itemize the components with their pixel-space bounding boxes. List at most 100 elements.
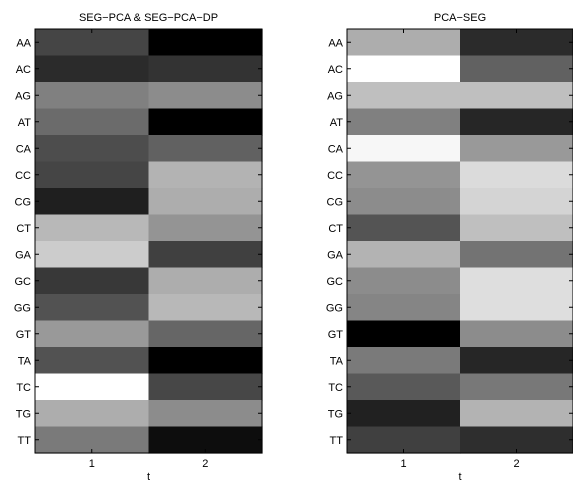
heatmap-cell — [148, 347, 263, 375]
y-tick-label: AA — [16, 37, 31, 49]
y-tick-label: GA — [327, 249, 344, 261]
heatmap-cell — [347, 347, 461, 375]
heatmap-cell — [148, 241, 263, 269]
y-tick-label: GC — [327, 276, 344, 288]
y-tick-label: TA — [18, 355, 32, 367]
y-tick-label: CA — [16, 143, 32, 155]
heatmap-cell — [35, 294, 150, 322]
y-tick-label: AC — [328, 64, 343, 76]
y-tick-label: TG — [16, 408, 31, 420]
heatmap-cell — [460, 214, 573, 242]
plot-frame — [346, 28, 573, 454]
heatmap-cell — [35, 320, 150, 348]
heatmap-cell — [35, 347, 150, 375]
y-tick-label: CA — [328, 143, 344, 155]
y-tick-label: GT — [328, 329, 344, 341]
y-tick-label: CC — [15, 170, 31, 182]
heatmap-cell — [347, 267, 461, 295]
heatmap-cell — [148, 135, 263, 163]
heatmap-cell — [148, 55, 263, 83]
y-tick-label: GG — [14, 302, 31, 314]
heatmap-cell — [148, 267, 263, 295]
heatmap-cell — [460, 161, 573, 189]
heatmap-cell — [148, 320, 263, 348]
y-tick-label: AA — [328, 37, 343, 49]
heatmap-cell — [460, 82, 573, 110]
y-tick-label: GT — [16, 329, 32, 341]
heatmap-cell — [347, 241, 461, 269]
x-tick-label: 1 — [400, 458, 406, 470]
y-tick-label: AG — [327, 90, 343, 102]
heatmap-cell — [347, 320, 461, 348]
heatmap-cell — [460, 294, 573, 322]
heatmap-cell — [148, 373, 263, 401]
y-tick-label: AT — [18, 117, 32, 129]
heatmap-panel-right: AA AC AG AT CA CC CG CT GA GC GG GT TA TC TG TT 1 2 PCA−SE… — [326, 12, 573, 483]
heatmap-cell — [35, 135, 150, 163]
heatmap-cell — [347, 214, 461, 242]
y-tick-label: CT — [328, 223, 343, 235]
heatmap-cell — [148, 161, 263, 189]
heatmap-cell — [460, 320, 573, 348]
y-tick-label: GA — [15, 249, 32, 261]
y-tick-label: TT — [330, 435, 344, 447]
heatmap-cell — [460, 373, 573, 401]
heatmap-cell — [35, 241, 150, 269]
heatmap-cell — [35, 161, 150, 189]
heatmap-cell — [460, 188, 573, 216]
heatmap-cell — [460, 400, 573, 428]
heatmap-cell — [347, 82, 461, 110]
heatmap-cell — [347, 161, 461, 189]
heatmap-cell — [347, 400, 461, 428]
plot-frame — [34, 28, 263, 454]
heatmap-cell — [35, 214, 150, 242]
x-tick-label: 2 — [202, 458, 208, 470]
y-tick-label: GG — [326, 302, 343, 314]
x-tick-label: 1 — [89, 458, 95, 470]
heatmap-cell — [35, 29, 150, 57]
heatmap-cell — [148, 214, 263, 242]
heatmap-cell — [460, 135, 573, 163]
heatmap-cell — [35, 188, 150, 216]
heatmap-cell — [35, 267, 150, 295]
y-tick-label: CC — [327, 170, 343, 182]
heatmap-cell — [460, 29, 573, 57]
heatmap-cell — [347, 135, 461, 163]
y-tick-label: TC — [328, 382, 343, 394]
heatmap-cell — [148, 108, 263, 136]
heatmap-cell — [460, 347, 573, 375]
heatmap-cell — [347, 55, 461, 83]
x-axis-label: t — [147, 471, 150, 483]
heatmap-panel-left: AA AC AG AT CA CC CG CT GA GC GG GT TA TC TG TT 1 2 SEG−PC… — [14, 12, 263, 483]
heatmap-cell — [460, 55, 573, 83]
heatmap-cell — [347, 108, 461, 136]
heatmap-cell — [35, 82, 150, 110]
heatmap-cell — [148, 82, 263, 110]
y-tick-label: TC — [16, 382, 31, 394]
x-axis-label: t — [458, 471, 461, 483]
heatmap-cell — [460, 267, 573, 295]
y-tick-label: AG — [15, 90, 31, 102]
y-tick-label: AT — [330, 117, 344, 129]
heatmap-cell — [148, 294, 263, 322]
heatmap-cell — [35, 108, 150, 136]
chart-title: SEG−PCA & SEG−PCA−DP — [79, 12, 218, 24]
heatmap-cell — [347, 188, 461, 216]
heatmap-cell — [460, 241, 573, 269]
y-tick-label: TT — [18, 435, 32, 447]
heatmap-cell — [347, 29, 461, 57]
y-tick-label: TG — [328, 408, 343, 420]
y-tick-label: CG — [327, 196, 344, 208]
heatmap-cell — [148, 400, 263, 428]
heatmap-cell — [347, 373, 461, 401]
heatmap-cell — [148, 29, 263, 57]
heatmap-cell — [460, 108, 573, 136]
heatmap-cell — [35, 373, 150, 401]
y-tick-label: CT — [16, 223, 31, 235]
heatmap-cell — [35, 400, 150, 428]
x-tick-label: 2 — [513, 458, 519, 470]
y-tick-label: GC — [15, 276, 32, 288]
y-tick-label: AC — [16, 64, 31, 76]
y-tick-label: CG — [15, 196, 32, 208]
